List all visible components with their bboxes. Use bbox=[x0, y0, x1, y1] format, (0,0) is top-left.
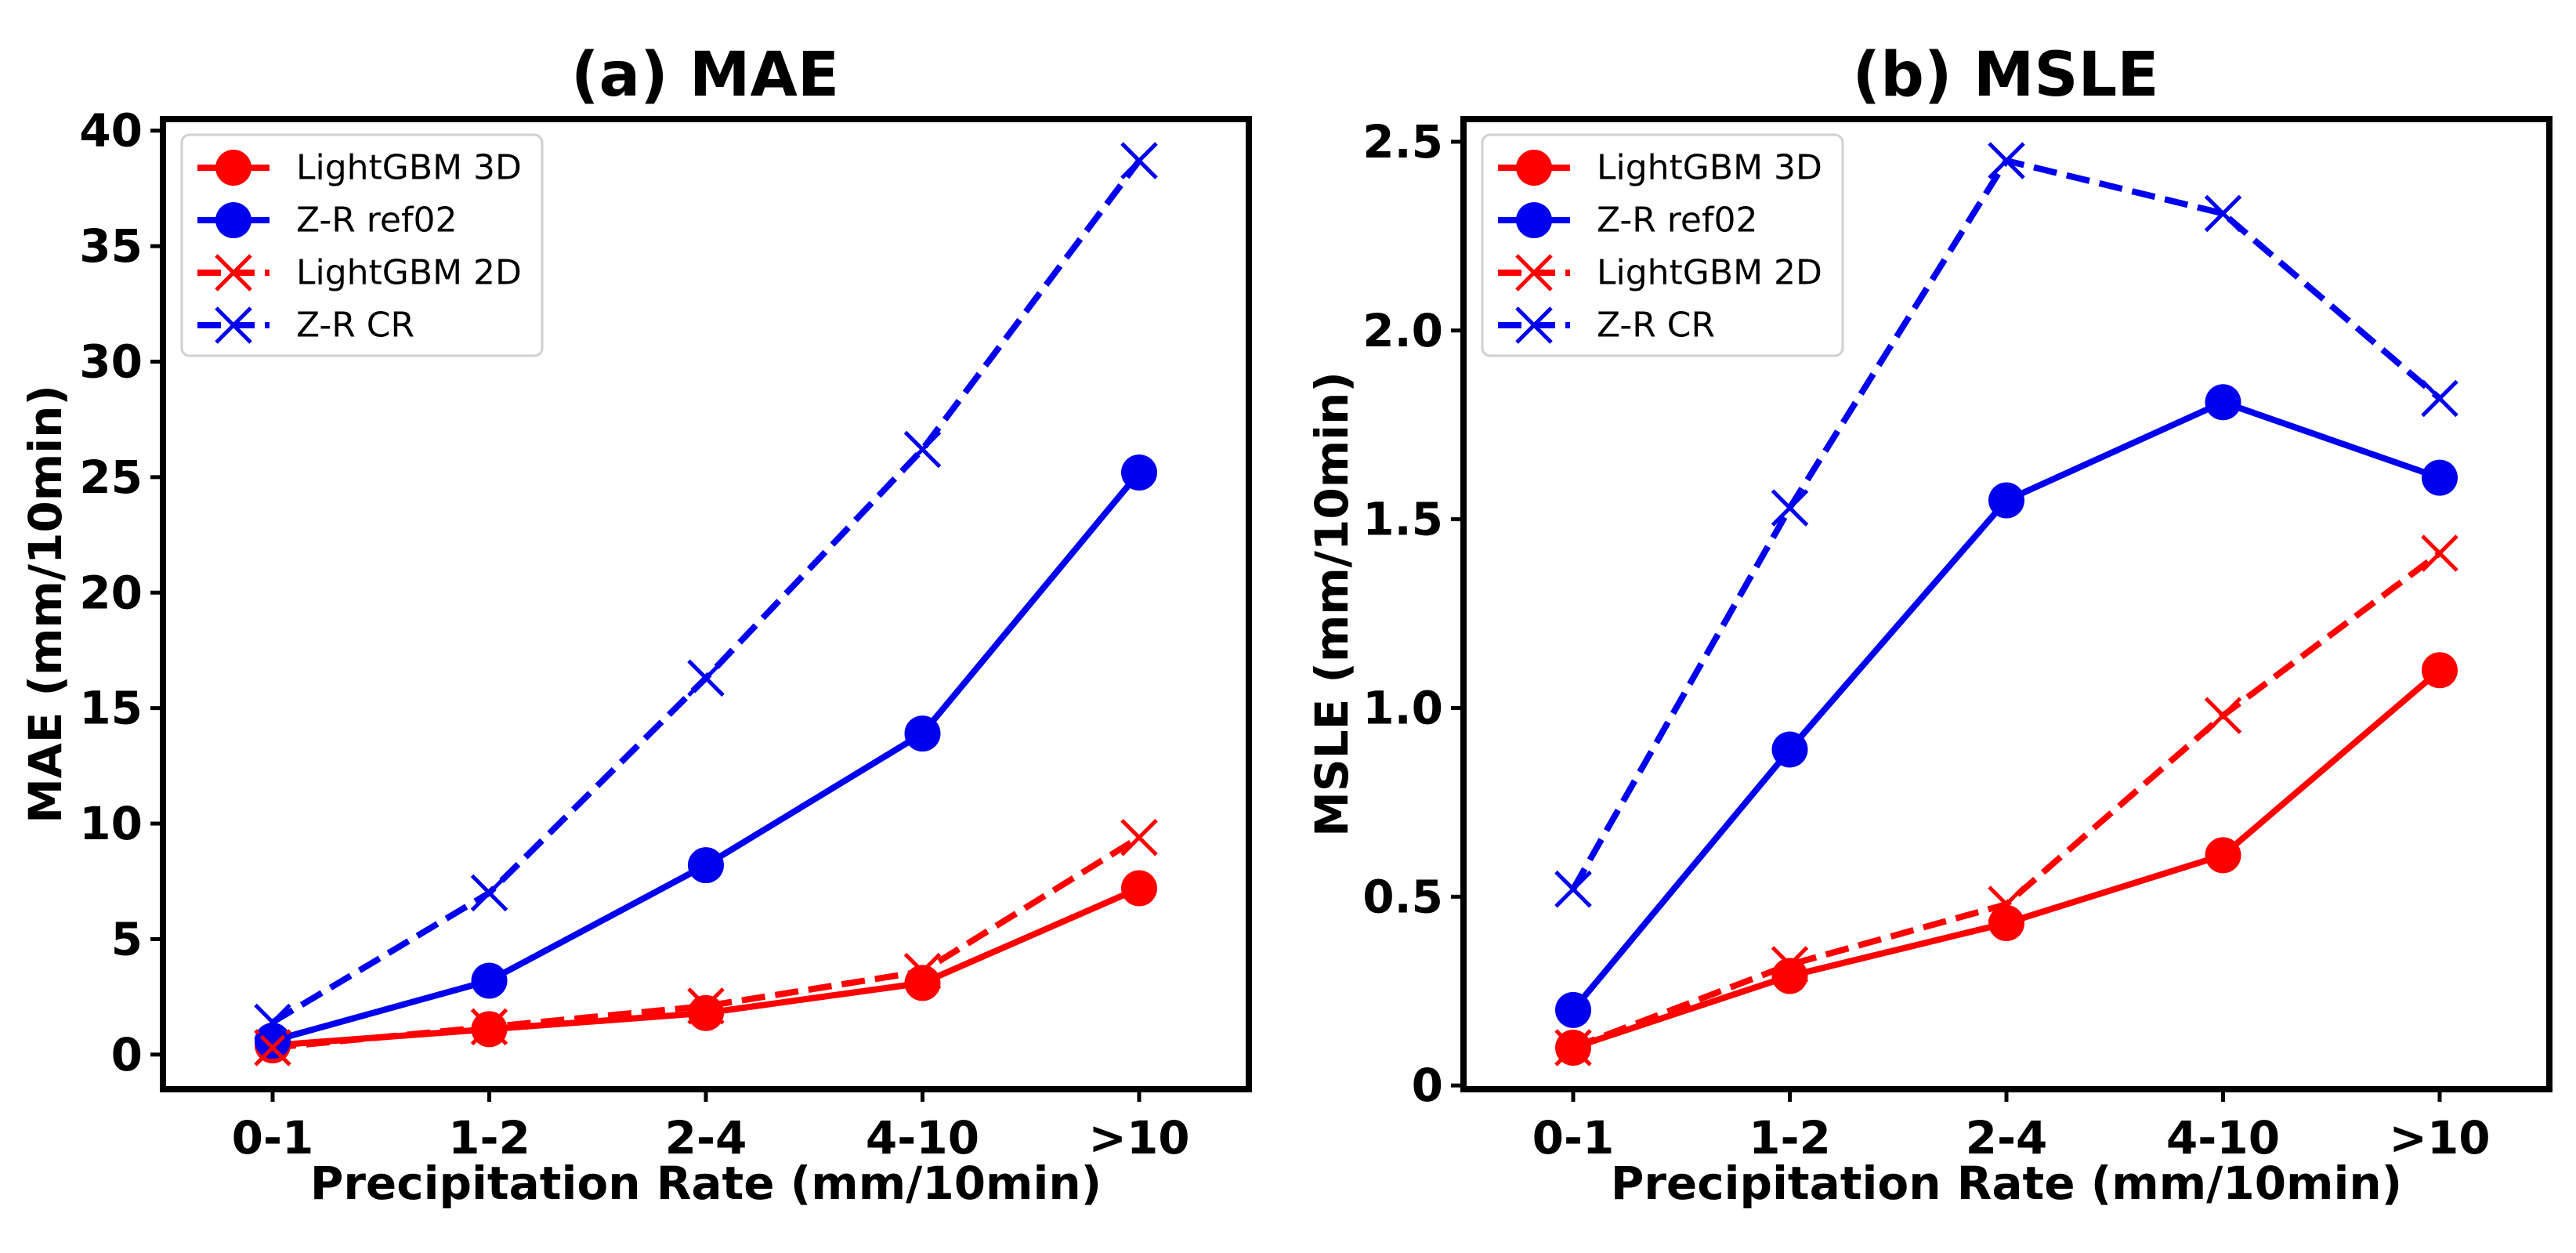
legend: LightGBM 3D Z-R ref02 LightGBM 2D Z-R CR bbox=[180, 133, 544, 357]
y-tick-label: 40 bbox=[79, 104, 143, 158]
data-point bbox=[687, 987, 725, 1025]
data-point bbox=[687, 659, 725, 697]
data-point bbox=[1988, 885, 2025, 923]
data-point bbox=[1120, 142, 1158, 179]
y-tick-label: 0.5 bbox=[1362, 870, 1443, 923]
y-tick-label: 10 bbox=[79, 797, 143, 850]
data-point bbox=[1771, 731, 1808, 768]
data-point bbox=[2204, 697, 2242, 734]
x-tick-label: 1-2 bbox=[1749, 1111, 1831, 1164]
data-point bbox=[1121, 454, 1157, 491]
data-point bbox=[254, 1003, 291, 1041]
chart-panel-msle: (b) MSLE MSLE (mm/10min) Precipitation Rat… bbox=[1305, 40, 2552, 1210]
x-tick-label: >10 bbox=[2389, 1111, 2490, 1164]
chart-panel-mae: (a) MAE MAE (mm/10min) Precipitation Rate … bbox=[19, 40, 1252, 1210]
data-point bbox=[1988, 905, 2024, 942]
legend-label: Z-R CR bbox=[296, 306, 414, 346]
x-tick-label: 0-1 bbox=[232, 1111, 314, 1164]
chart-title: (b) MSLE bbox=[1852, 40, 2158, 110]
data-point bbox=[1988, 482, 2024, 519]
axes-frame bbox=[160, 116, 1252, 1092]
axes-frame bbox=[1460, 116, 2552, 1092]
legend-label: Z-R CR bbox=[1597, 306, 1715, 346]
chart-title: (a) MAE bbox=[571, 40, 839, 110]
data-point bbox=[903, 952, 942, 990]
x-tick-label: 4-10 bbox=[2166, 1111, 2280, 1164]
legend-label: LightGBM 3D bbox=[296, 148, 522, 188]
data-point bbox=[2422, 652, 2458, 689]
legend-label: Z-R ref02 bbox=[1597, 201, 1757, 241]
x-tick-label: 2-4 bbox=[665, 1111, 747, 1164]
data-point bbox=[255, 1023, 291, 1059]
legend-marker bbox=[1515, 306, 1553, 344]
y-axis-label: MAE (mm/10min) bbox=[19, 385, 72, 824]
x-tick-label: 1-2 bbox=[448, 1111, 530, 1164]
y-tick-label: 20 bbox=[79, 566, 143, 619]
x-tick-label: 2-4 bbox=[1966, 1111, 2048, 1164]
y-tick-label: 2.0 bbox=[1362, 304, 1443, 357]
data-point bbox=[1554, 1029, 1592, 1066]
data-point bbox=[688, 847, 724, 884]
x-axis-label: Precipitation Rate (mm/10min) bbox=[310, 1157, 1102, 1210]
y-tick-label: 15 bbox=[79, 682, 143, 735]
data-point bbox=[1120, 818, 1158, 856]
x-tick-label: 0-1 bbox=[1532, 1111, 1615, 1164]
y-tick-label: 30 bbox=[79, 335, 143, 389]
data-point bbox=[2205, 837, 2241, 874]
y-tick-label: 35 bbox=[79, 219, 143, 273]
data-point bbox=[904, 965, 941, 1001]
data-point bbox=[688, 994, 724, 1031]
legend-marker bbox=[1516, 150, 1552, 186]
legend-marker bbox=[215, 306, 252, 344]
y-tick-label: 0 bbox=[1412, 1059, 1443, 1112]
data-point bbox=[1771, 946, 1809, 983]
y-tick-label: 1.0 bbox=[1362, 681, 1443, 734]
data-point bbox=[2421, 379, 2458, 418]
data-point bbox=[470, 874, 508, 912]
data-point bbox=[1771, 489, 1809, 527]
data-point bbox=[904, 715, 941, 752]
data-point bbox=[2421, 534, 2458, 572]
y-tick-label: 25 bbox=[79, 451, 143, 504]
data-point bbox=[2205, 384, 2241, 421]
legend-marker bbox=[215, 254, 252, 292]
legend-marker bbox=[215, 150, 251, 186]
legend-box bbox=[1481, 133, 1844, 357]
y-tick-label: 1.5 bbox=[1362, 493, 1443, 546]
y-axis-label: MSLE (mm/10min) bbox=[1305, 371, 1359, 837]
data-point bbox=[1121, 870, 1157, 907]
legend-label: LightGBM 2D bbox=[1597, 253, 1822, 293]
data-point bbox=[1554, 870, 1592, 908]
data-point bbox=[1555, 991, 1591, 1028]
data-point bbox=[903, 430, 942, 469]
legend-marker bbox=[1516, 202, 1552, 238]
legend-label: LightGBM 3D bbox=[1597, 148, 1822, 188]
legend: LightGBM 3D Z-R ref02 LightGBM 2D Z-R CR bbox=[1481, 133, 1844, 357]
x-axis-label: Precipitation Rate (mm/10min) bbox=[1611, 1157, 2402, 1210]
legend-label: Z-R ref02 bbox=[296, 201, 457, 241]
x-tick-label: >10 bbox=[1088, 1111, 1189, 1164]
legend-box bbox=[180, 133, 544, 357]
x-tick-label: 4-10 bbox=[866, 1111, 979, 1164]
y-tick-label: 0 bbox=[111, 1028, 143, 1081]
data-point bbox=[471, 962, 508, 999]
data-point bbox=[2204, 194, 2242, 233]
y-tick-label: 5 bbox=[111, 912, 143, 965]
data-point bbox=[1771, 958, 1808, 994]
y-tick-label: 2.5 bbox=[1362, 115, 1443, 168]
data-point bbox=[1988, 142, 2025, 179]
legend-marker bbox=[1515, 254, 1553, 292]
legend-label: LightGBM 2D bbox=[296, 253, 522, 293]
data-point bbox=[470, 1008, 508, 1046]
series-line-lightgbm-2d bbox=[272, 835, 1141, 1051]
legend-marker bbox=[215, 202, 251, 238]
data-point bbox=[2422, 459, 2458, 496]
